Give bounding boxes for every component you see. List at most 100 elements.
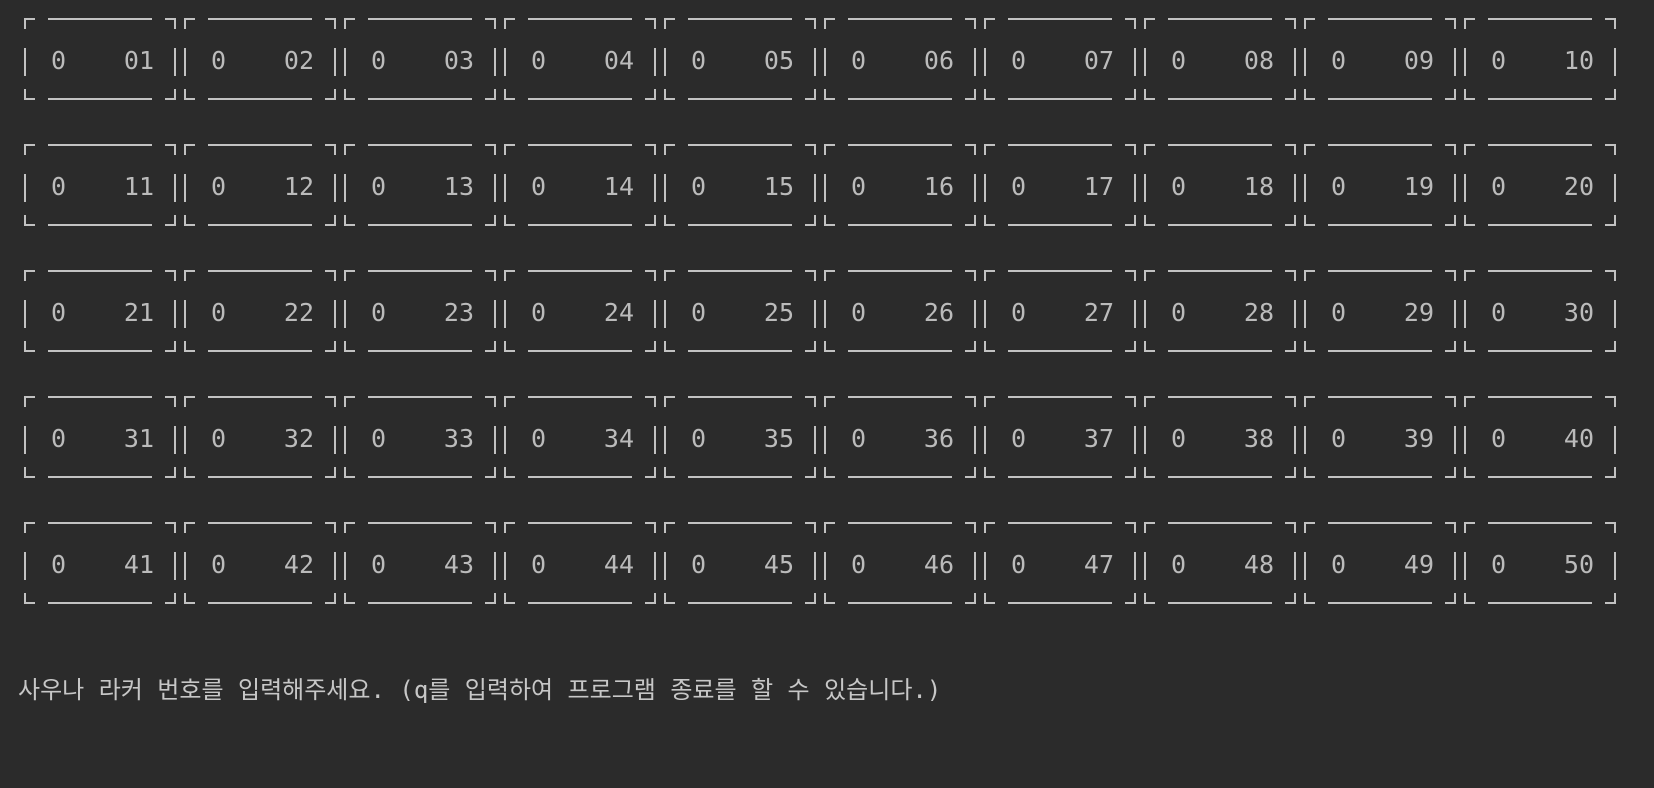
locker-box: 0 05 <box>660 10 820 108</box>
locker-box: 0 18 <box>1140 136 1300 234</box>
locker-box: 0 42 <box>180 514 340 612</box>
locker-status: 0 <box>851 424 867 453</box>
locker-status: 0 <box>371 46 387 75</box>
locker-status: 0 <box>851 46 867 75</box>
locker-box: 0 03 <box>340 10 500 108</box>
locker-box: 0 32 <box>180 388 340 486</box>
locker-status: 0 <box>51 46 67 75</box>
locker-box: 0 19 <box>1300 136 1460 234</box>
locker-number: 29 <box>1403 298 1434 327</box>
locker-status: 0 <box>1491 46 1507 75</box>
locker-number: 44 <box>603 550 634 579</box>
locker-number: 50 <box>1563 550 1594 579</box>
locker-number: 46 <box>923 550 954 579</box>
locker-number: 33 <box>443 424 474 453</box>
locker-status: 0 <box>691 46 707 75</box>
input-prompt: 사우나 라커 번호를 입력해주세요. (q를 입력하여 프로그램 종료를 할 수… <box>18 676 942 704</box>
locker-box: 0 23 <box>340 262 500 360</box>
locker-number: 05 <box>763 46 794 75</box>
locker-box: 0 06 <box>820 10 980 108</box>
locker-number: 25 <box>763 298 794 327</box>
locker-number: 11 <box>123 172 154 201</box>
locker-number: 04 <box>603 46 634 75</box>
locker-number: 28 <box>1243 298 1274 327</box>
locker-number: 42 <box>283 550 314 579</box>
locker-number: 09 <box>1403 46 1434 75</box>
locker-box: 0 46 <box>820 514 980 612</box>
locker-box: 0 11 <box>20 136 180 234</box>
locker-box: 0 02 <box>180 10 340 108</box>
locker-number: 06 <box>923 46 954 75</box>
locker-status: 0 <box>531 424 547 453</box>
locker-box: 0 15 <box>660 136 820 234</box>
locker-number: 40 <box>1563 424 1594 453</box>
locker-status: 0 <box>531 550 547 579</box>
locker-status: 0 <box>531 172 547 201</box>
locker-grid: 0 01 0 02 0 03 0 04 0 05 0 06 0 07 0 08 0 09 0 10 … <box>20 10 1620 640</box>
locker-row: 0 31 0 32 0 33 0 34 0 35 0 36 0 37 0 38 0 39 0 40 <box>20 388 1620 486</box>
locker-status: 0 <box>1171 298 1187 327</box>
locker-number: 30 <box>1563 298 1594 327</box>
locker-status: 0 <box>851 172 867 201</box>
locker-box: 0 04 <box>500 10 660 108</box>
locker-number: 03 <box>443 46 474 75</box>
locker-status: 0 <box>531 46 547 75</box>
locker-status: 0 <box>531 298 547 327</box>
locker-box: 0 36 <box>820 388 980 486</box>
locker-status: 0 <box>1171 46 1187 75</box>
locker-number: 43 <box>443 550 474 579</box>
locker-box: 0 43 <box>340 514 500 612</box>
locker-number: 34 <box>603 424 634 453</box>
locker-status: 0 <box>1491 550 1507 579</box>
locker-number: 48 <box>1243 550 1274 579</box>
locker-box: 0 31 <box>20 388 180 486</box>
locker-box: 0 37 <box>980 388 1140 486</box>
locker-status: 0 <box>1331 46 1347 75</box>
locker-status: 0 <box>1011 46 1027 75</box>
locker-status: 0 <box>1011 298 1027 327</box>
locker-number: 10 <box>1563 46 1594 75</box>
locker-number: 39 <box>1403 424 1434 453</box>
locker-status: 0 <box>1491 424 1507 453</box>
locker-number: 22 <box>283 298 314 327</box>
locker-number: 32 <box>283 424 314 453</box>
locker-status: 0 <box>1491 298 1507 327</box>
locker-status: 0 <box>1171 550 1187 579</box>
locker-box: 0 35 <box>660 388 820 486</box>
locker-box: 0 08 <box>1140 10 1300 108</box>
locker-status: 0 <box>51 298 67 327</box>
locker-box: 0 38 <box>1140 388 1300 486</box>
locker-box: 0 44 <box>500 514 660 612</box>
locker-box: 0 28 <box>1140 262 1300 360</box>
locker-number: 01 <box>123 46 154 75</box>
locker-status: 0 <box>1331 550 1347 579</box>
locker-number: 13 <box>443 172 474 201</box>
locker-box: 0 40 <box>1460 388 1620 486</box>
locker-status: 0 <box>691 172 707 201</box>
locker-box: 0 45 <box>660 514 820 612</box>
locker-row: 0 41 0 42 0 43 0 44 0 45 0 46 0 47 0 48 0 49 0 50 <box>20 514 1620 612</box>
locker-number: 23 <box>443 298 474 327</box>
locker-number: 27 <box>1083 298 1114 327</box>
locker-status: 0 <box>691 298 707 327</box>
locker-status: 0 <box>51 550 67 579</box>
locker-number: 38 <box>1243 424 1274 453</box>
locker-box: 0 07 <box>980 10 1140 108</box>
locker-row: 0 11 0 12 0 13 0 14 0 15 0 16 0 17 0 18 0 19 0 20 <box>20 136 1620 234</box>
locker-status: 0 <box>691 550 707 579</box>
locker-number: 36 <box>923 424 954 453</box>
locker-number: 18 <box>1243 172 1274 201</box>
locker-number: 49 <box>1403 550 1434 579</box>
locker-box: 0 09 <box>1300 10 1460 108</box>
locker-box: 0 14 <box>500 136 660 234</box>
locker-box: 0 01 <box>20 10 180 108</box>
locker-status: 0 <box>1171 424 1187 453</box>
locker-number: 12 <box>283 172 314 201</box>
locker-number: 26 <box>923 298 954 327</box>
terminal-output: 0 01 0 02 0 03 0 04 0 05 0 06 0 07 0 08 0 09 0 10 … <box>18 0 1634 788</box>
locker-number: 45 <box>763 550 794 579</box>
locker-status: 0 <box>371 424 387 453</box>
locker-status: 0 <box>371 172 387 201</box>
locker-box: 0 26 <box>820 262 980 360</box>
locker-number: 47 <box>1083 550 1114 579</box>
